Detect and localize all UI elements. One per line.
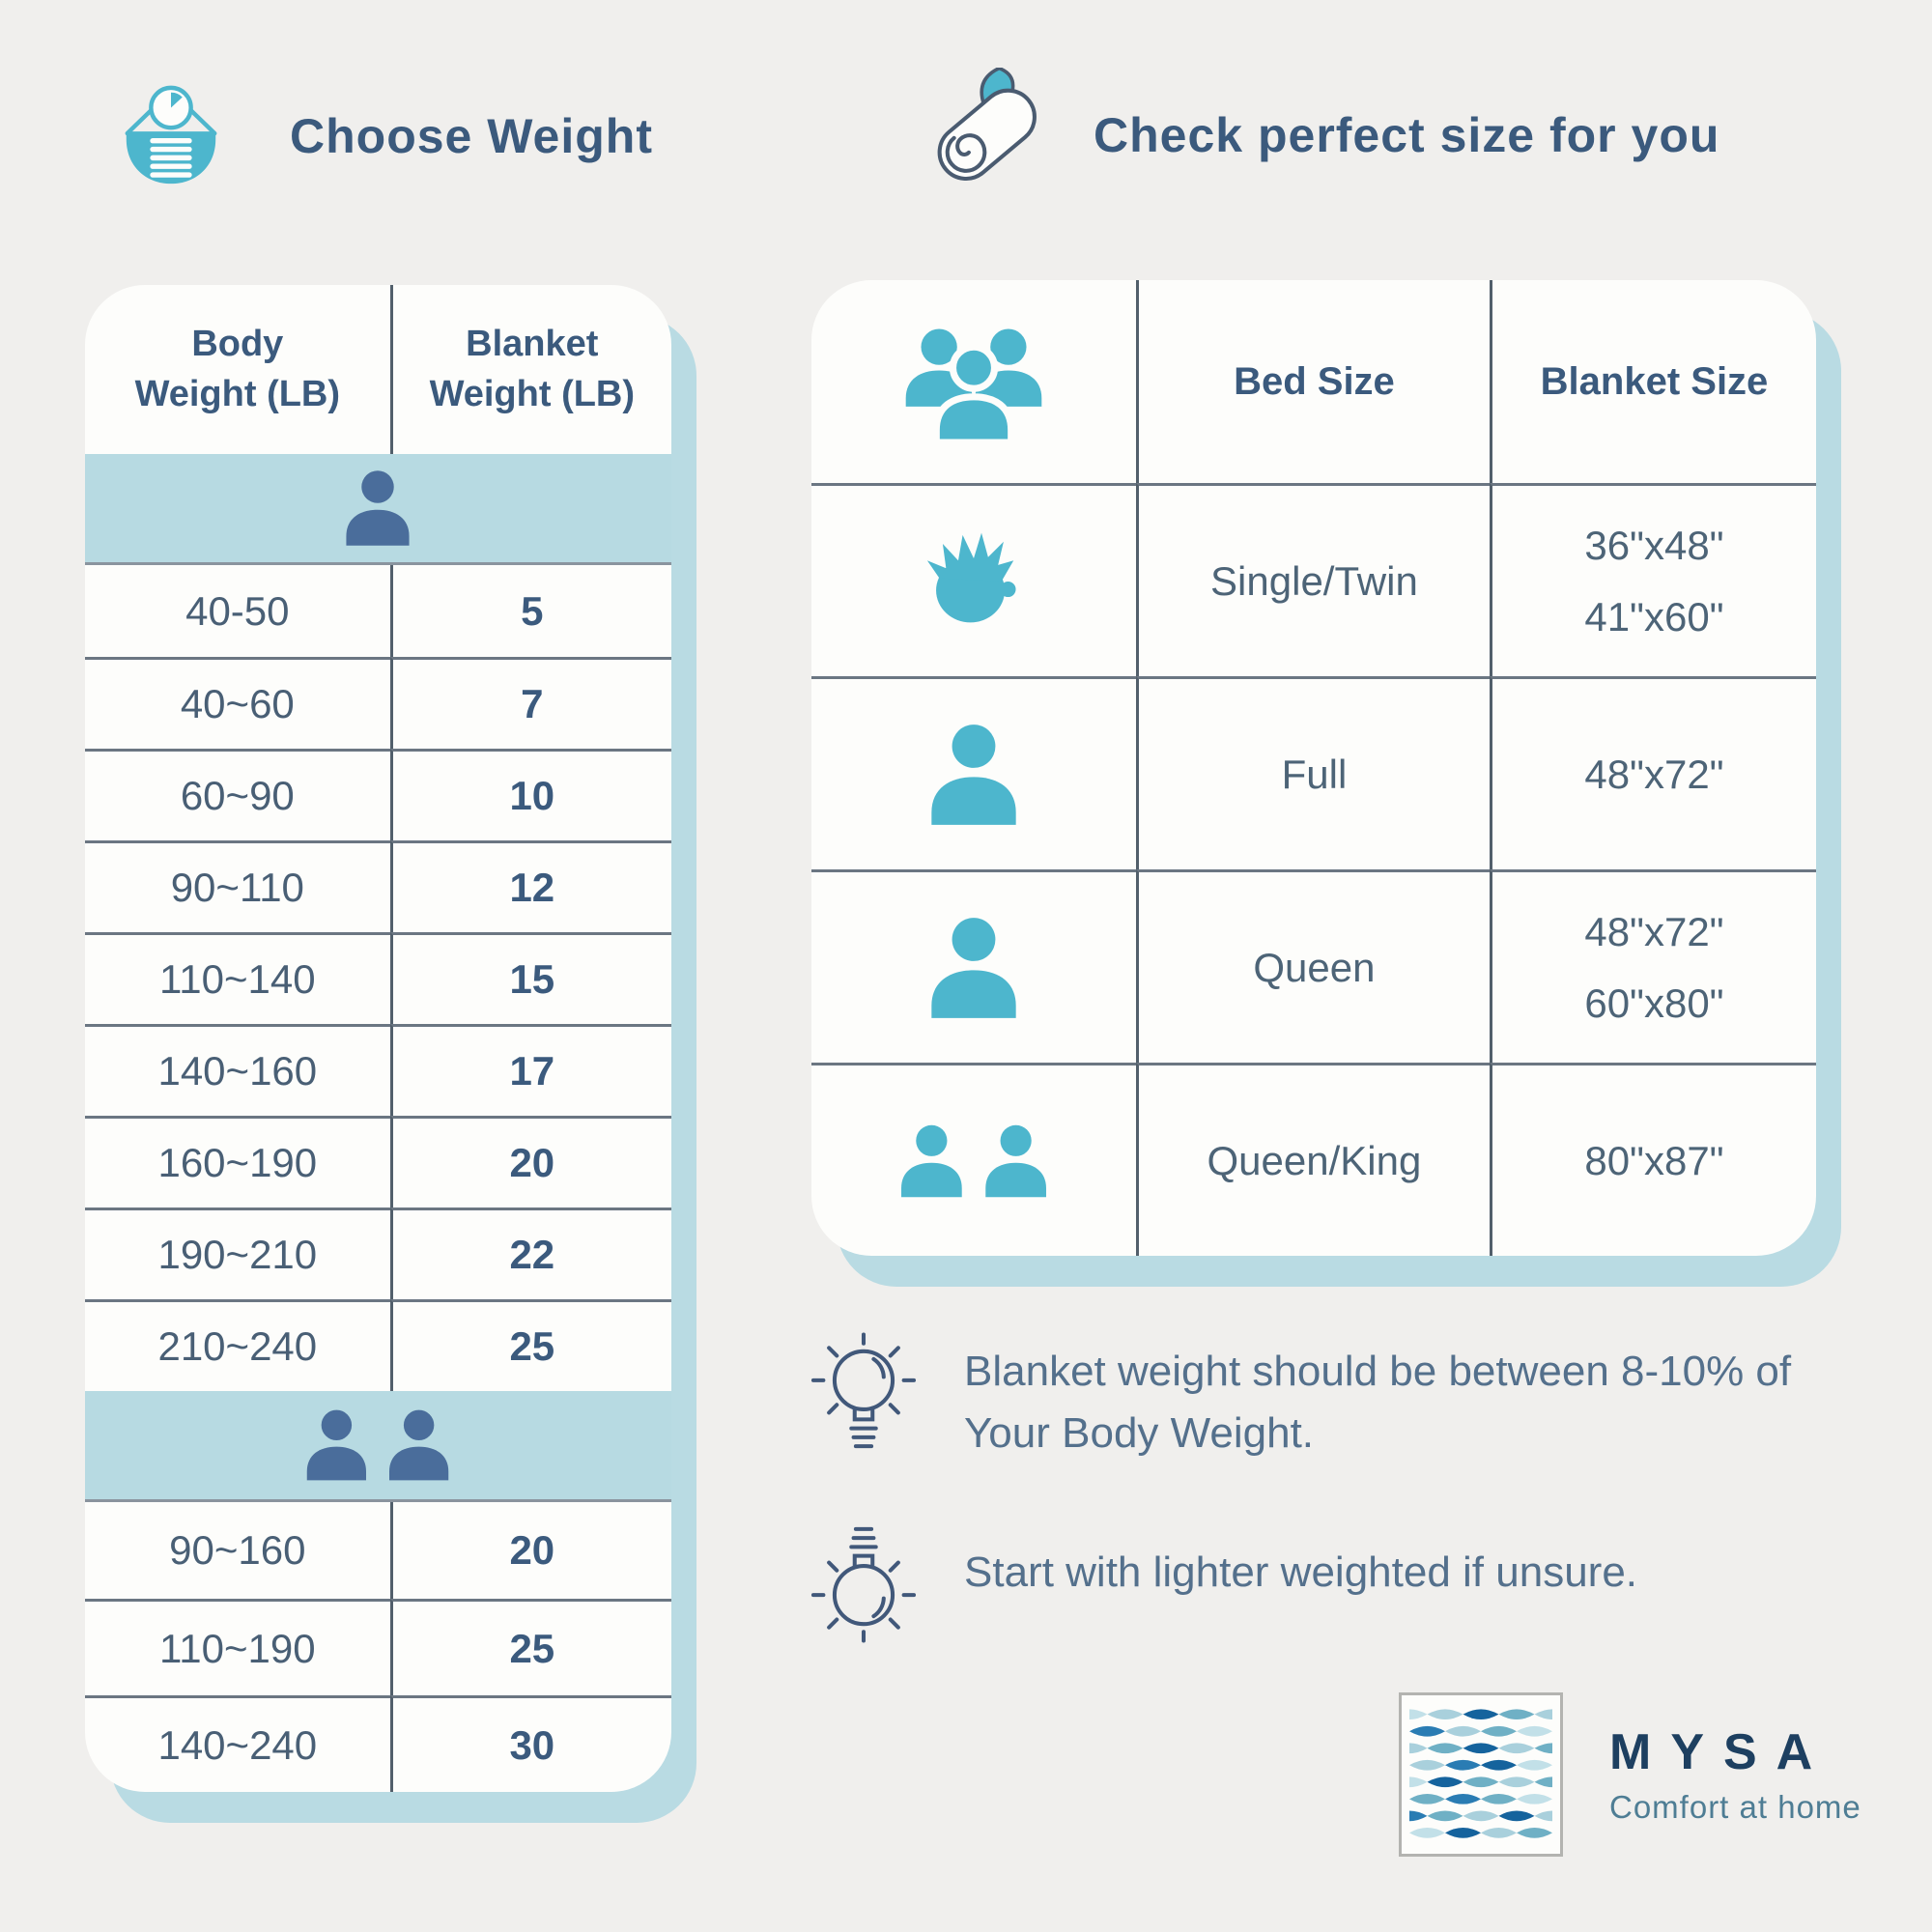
lightbulb-upside-down-icon [808,1501,920,1644]
header-line: Body [191,324,284,365]
blanket-weight-value: 7 [389,657,671,749]
size-table: Bed Size Blanket Size Single/Twin 36"x48… [811,280,1816,1256]
group-icon [905,328,1042,445]
body-weight-value: 110~190 [85,1599,390,1695]
bed-size-value: Queen/King [1135,1063,1490,1256]
tip-text: Start with lighter weighted if unsure. [964,1548,1638,1597]
size-line: 80"x87" [1584,1137,1724,1183]
blanket-weight-value: 10 [389,749,671,840]
header-line: Weight (LB) [134,373,341,414]
blanket-weight-column-header: Blanket Weight (LB) [389,285,671,454]
size-line: 41"x60" [1584,593,1724,639]
couple-icon [900,1124,1046,1197]
single-person-band [85,454,671,565]
bed-size-column-header: Bed Size [1135,280,1490,483]
body-weight-value: 90~110 [85,840,390,932]
blanket-weight-value: 30 [389,1695,671,1792]
wave-pattern-icon [1409,1709,1552,1838]
body-weight-value: 210~240 [85,1299,390,1391]
tip-row: Blanket weight should be between 8-10% o… [808,1331,1899,1474]
body-weight-value: 90~160 [169,1527,306,1573]
two-person-band [85,1391,671,1502]
blanket-weight-value: 22 [389,1208,671,1299]
weight-table: Body Weight (LB) Blanket Weight (LB) 40-… [85,285,671,1792]
user-icon-cell [811,676,1136,869]
tip-text: Blanket weight should be between 8-10% o… [964,1348,1792,1457]
rolled-blanket-icon [918,68,1055,203]
bed-size-value: Single/Twin [1135,483,1490,676]
choose-weight-title: Choose Weight [290,109,653,163]
bed-size-value: Queen [1135,869,1490,1063]
blanket-weight-value: 25 [389,1599,671,1695]
body-weight-value: 140~160 [85,1024,390,1116]
body-weight-value: 190~210 [85,1208,390,1299]
blanket-size-value: 36"x48" 41"x60" [1489,483,1816,676]
brand-tagline: Comfort at home [1609,1789,1861,1825]
size-guide-title: Check perfect size for you [1094,108,1720,162]
body-weight-value: 60~90 [85,749,390,840]
body-weight-column-header: Body Weight (LB) [85,285,390,454]
two-person-icon [307,1409,449,1481]
people-column-header [811,280,1136,483]
blanket-weight-value: 12 [389,840,671,932]
bed-size-value: Full [1135,676,1490,869]
single-person-icon [346,470,411,546]
body-weight-value: 140~240 [85,1695,390,1792]
blanket-weight-value: 5 [389,565,671,657]
user-icon-cell [811,869,1136,1063]
size-line: 48"x72" [1584,908,1724,954]
brand-text: MYSA Comfort at home [1609,1723,1861,1826]
tips-section: Blanket weight should be between 8-10% o… [808,1331,1899,1644]
size-guide-header: Check perfect size for you [918,68,1719,203]
tip-row: Start with lighter weighted if unsure. [808,1501,1899,1644]
brand-block: MYSA Comfort at home [1399,1692,1861,1857]
body-weight-value: 110~140 [85,932,390,1024]
lightbulb-icon [808,1331,920,1474]
size-line: 36"x48" [1584,522,1724,568]
body-weight-value: 160~190 [85,1116,390,1208]
blanket-weight-value: 17 [389,1024,671,1116]
blanket-weight-value: 20 [389,1116,671,1208]
child-icon [926,532,1016,622]
blanket-size-value: 48"x72" 60"x80" [1489,869,1816,1063]
blanket-size-value: 48"x72" [1489,676,1816,869]
adult-icon [931,724,1016,825]
header-line: Weight (LB) [429,373,636,414]
brand-name: MYSA [1609,1724,1833,1780]
header-line: Blanket [466,324,599,365]
body-weight-value: 40-50 [185,587,290,634]
weight-scale-icon [114,79,228,193]
blanket-weight-value: 25 [389,1299,671,1391]
size-line: 60"x80" [1584,980,1724,1026]
mysa-logo [1399,1692,1563,1857]
blanket-size-value: 80"x87" [1489,1063,1816,1256]
blanket-weight-value: 15 [389,932,671,1024]
choose-weight-header: Choose Weight [114,79,653,193]
user-icon-cell [811,483,1136,676]
adult-icon [931,917,1016,1018]
user-icon-cell [811,1063,1136,1256]
blanket-weight-value: 20 [389,1502,671,1599]
blanket-size-column-header: Blanket Size [1489,280,1816,483]
size-line: 48"x72" [1584,751,1724,797]
body-weight-value: 40~60 [85,657,390,749]
